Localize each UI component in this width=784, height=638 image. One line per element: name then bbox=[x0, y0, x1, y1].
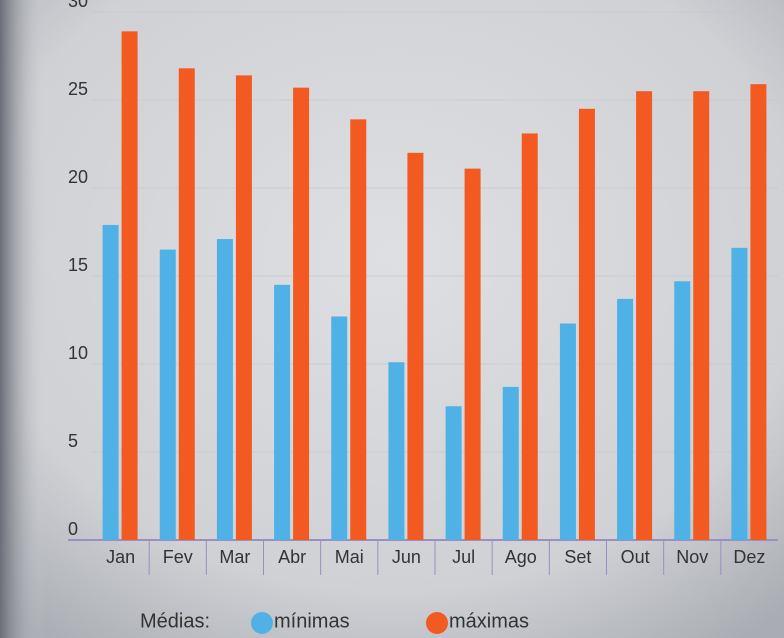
x-tick-label: Jun bbox=[392, 547, 421, 567]
y-tick-label: 5 bbox=[68, 431, 78, 451]
x-tick-label: Out bbox=[621, 547, 650, 567]
bar bbox=[293, 87, 310, 541]
bar bbox=[521, 133, 538, 540]
bar bbox=[274, 284, 291, 540]
y-tick-label: 15 bbox=[68, 255, 88, 275]
y-tick-label: 30 bbox=[68, 0, 88, 11]
bar bbox=[674, 281, 691, 540]
bar bbox=[121, 31, 138, 541]
bar bbox=[350, 119, 367, 541]
y-tick-label: 0 bbox=[68, 519, 78, 539]
bar bbox=[331, 316, 348, 540]
bar bbox=[178, 68, 195, 540]
x-tick-label: Mar bbox=[219, 547, 250, 567]
x-tick-label: Set bbox=[564, 547, 591, 567]
x-tick-label: Fev bbox=[163, 547, 193, 567]
legend-marker bbox=[426, 612, 448, 634]
bar bbox=[216, 239, 233, 541]
bar bbox=[388, 362, 405, 540]
x-tick-label: Jan bbox=[106, 547, 135, 567]
bar bbox=[750, 84, 767, 540]
bar bbox=[636, 91, 653, 540]
x-tick-label: Jul bbox=[452, 547, 475, 567]
legend-marker bbox=[251, 612, 273, 634]
x-tick-label: Mai bbox=[335, 547, 364, 567]
bar bbox=[693, 91, 710, 540]
bar bbox=[617, 298, 634, 540]
x-tick-label: Ago bbox=[505, 547, 537, 567]
bar bbox=[559, 323, 576, 540]
bar bbox=[235, 75, 252, 541]
legend-title: Médias: bbox=[140, 610, 210, 632]
bar bbox=[464, 168, 481, 540]
bar bbox=[578, 108, 595, 541]
bar bbox=[445, 406, 462, 540]
y-tick-label: 25 bbox=[68, 79, 88, 99]
x-tick-label: Nov bbox=[676, 547, 708, 567]
background-edge bbox=[0, 0, 45, 638]
y-tick-label: 10 bbox=[68, 343, 88, 363]
bar bbox=[159, 249, 176, 540]
bar bbox=[407, 152, 424, 541]
bar bbox=[731, 247, 748, 540]
bar bbox=[102, 224, 119, 540]
bar bbox=[502, 386, 519, 540]
x-tick-label: Dez bbox=[733, 547, 765, 567]
legend-label: máximas bbox=[449, 610, 529, 632]
y-tick-label: 20 bbox=[68, 167, 88, 187]
legend-label: mínimas bbox=[274, 610, 350, 632]
x-tick-label: Abr bbox=[278, 547, 306, 567]
